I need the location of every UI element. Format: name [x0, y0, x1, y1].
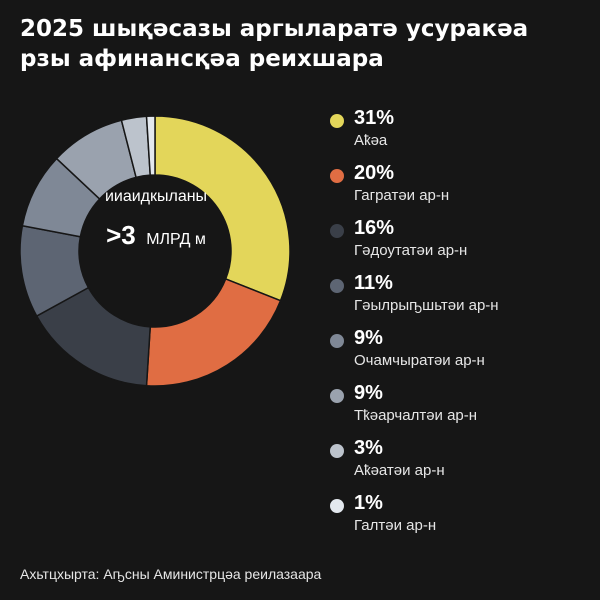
- legend-item: 31% Аҟәа: [330, 104, 590, 159]
- donut-slice: [154, 115, 291, 302]
- legend-label: Аҟәатәи ар-н: [354, 462, 445, 479]
- legend-percent: 31%: [354, 107, 395, 129]
- legend-swatch: [330, 444, 344, 458]
- legend-item: 9% Очамчыратәи ар-н: [330, 324, 590, 379]
- source-note: Ахьтцхырта: Аҧсны Аминистрцәа реилазаара: [20, 566, 322, 582]
- legend-label: Тҟәарчалтәи ар-н: [354, 407, 478, 424]
- legend-label: Аҟәа: [354, 132, 388, 149]
- legend-percent: 11%: [354, 272, 393, 294]
- legend-item: 9% Тҟәарчалтәи ар-н: [330, 379, 590, 434]
- legend-swatch: [330, 279, 344, 293]
- legend-label: Гәылрыҧшьтәи ар-н: [354, 297, 499, 314]
- donut-chart: ииаидкыланы >3 МЛРД м: [19, 115, 291, 387]
- legend-swatch: [330, 169, 344, 183]
- legend-percent: 16%: [354, 217, 395, 239]
- legend-item: 1% Галтәи ар-н: [330, 489, 590, 544]
- legend-percent: 20%: [354, 162, 395, 184]
- legend-swatch: [330, 114, 344, 128]
- legend-label: Очамчыратәи ар-н: [354, 352, 485, 369]
- legend-item: 11% Гәылрыҧшьтәи ар-н: [330, 269, 590, 324]
- donut-slices: [19, 115, 291, 387]
- chart-title: 2025 шықәсазы аргыларатә усуракәа рзы аф…: [20, 16, 529, 72]
- legend-swatch: [330, 389, 344, 403]
- center-unit: МЛРД м: [146, 231, 206, 248]
- legend-swatch: [330, 499, 344, 513]
- legend-percent: 3%: [354, 437, 383, 459]
- legend-item: 20% Гагратәи ар-н: [330, 159, 590, 214]
- legend-item: 3% Аҟәатәи ар-н: [330, 434, 590, 489]
- center-value: >3: [106, 220, 136, 250]
- legend-item: 16% Гәдоутатәи ар-н: [330, 214, 590, 269]
- legend-label: Галтәи ар-н: [354, 517, 437, 534]
- donut-slice: [145, 115, 156, 176]
- legend-percent: 1%: [354, 492, 383, 514]
- legend-swatch: [330, 334, 344, 348]
- legend-percent: 9%: [354, 327, 383, 349]
- chart-legend: 31% Аҟәа 20% Гагратәи ар-н 16% Гәдоутатәи ар-…: [330, 104, 590, 544]
- legend-percent: 9%: [354, 382, 383, 404]
- donut-slice: [145, 278, 282, 387]
- legend-label: Гагратәи ар-н: [354, 187, 450, 204]
- legend-swatch: [330, 224, 344, 238]
- center-total: >3 МЛРД м: [106, 220, 206, 250]
- center-label: ииаидкыланы: [105, 188, 207, 205]
- legend-label: Гәдоутатәи ар-н: [354, 242, 468, 259]
